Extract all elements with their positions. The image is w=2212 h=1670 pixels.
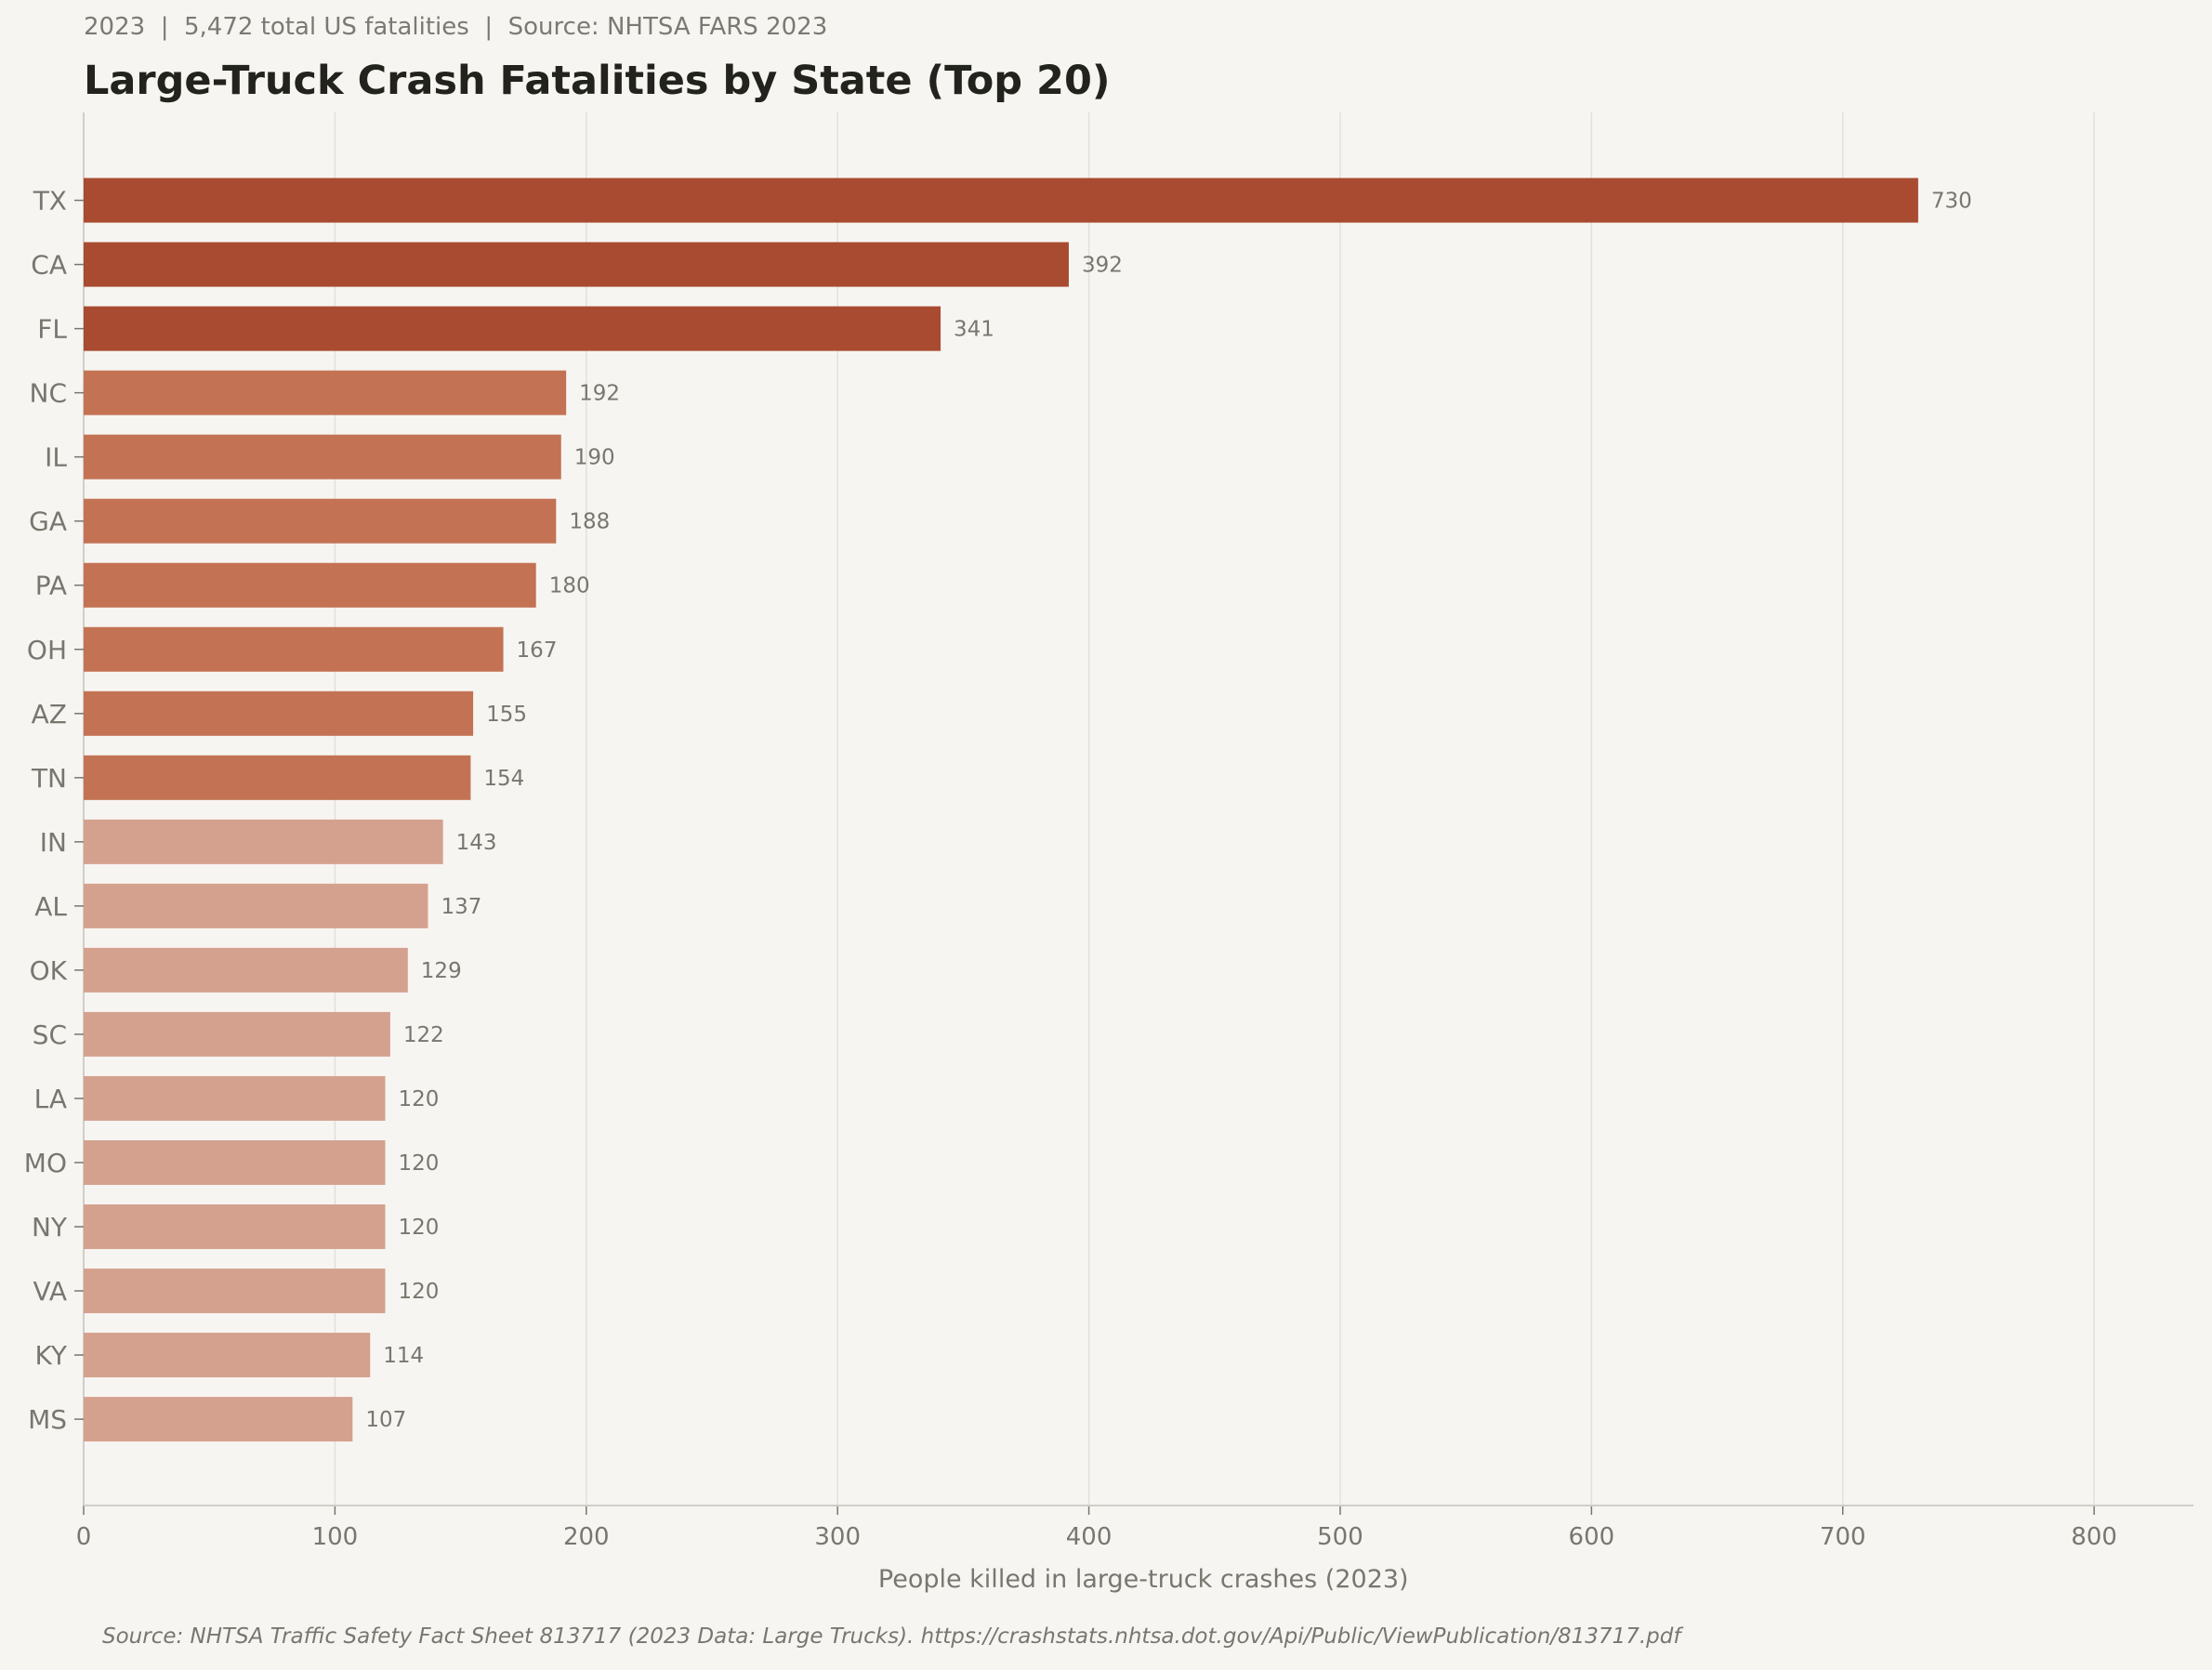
data-label: 120 [398, 1280, 439, 1304]
y-tick-label: CA [31, 250, 67, 281]
x-axis-label: People killed in large-truck crashes (20… [878, 1565, 1409, 1594]
data-label: 192 [579, 382, 620, 406]
data-label: 129 [421, 959, 462, 983]
bar-pa [84, 562, 536, 608]
y-tick-label: OH [27, 635, 67, 665]
x-tick-label: 600 [1569, 1523, 1615, 1551]
y-tick-label: LA [34, 1084, 67, 1114]
data-label: 155 [486, 703, 527, 727]
y-tick-label: FL [37, 314, 67, 345]
x-tick-label: 500 [1317, 1523, 1363, 1551]
y-tick-label: MO [24, 1148, 67, 1178]
source-footnote: Source: NHTSA Traffic Safety Fact Sheet … [102, 1624, 1681, 1649]
bar-ok [84, 947, 408, 993]
y-tick-label: OK [30, 955, 68, 986]
chart-subtitle: 2023 | 5,472 total US fatalities | Sourc… [84, 13, 828, 41]
y-tick-label: VA [33, 1276, 67, 1307]
data-label: 154 [483, 767, 524, 791]
x-tick-label: 0 [76, 1523, 92, 1551]
x-tick-label: 300 [814, 1523, 861, 1551]
bar-ny [84, 1204, 386, 1250]
y-tick-label: AZ [32, 699, 67, 730]
bar-sc [84, 1011, 390, 1057]
x-tick-label: 700 [1820, 1523, 1866, 1551]
data-label: 190 [574, 446, 615, 470]
data-label: 341 [954, 318, 994, 342]
data-label: 188 [569, 510, 610, 534]
bar-tn [84, 755, 471, 800]
y-tick-label: NY [32, 1212, 68, 1243]
bar-in [84, 819, 443, 864]
bar-ca [84, 242, 1069, 287]
bar-fl [84, 306, 941, 351]
bar-oh [84, 626, 504, 672]
data-label: 180 [549, 574, 590, 598]
bar-tx [84, 178, 1918, 223]
y-tick-label: TX [33, 186, 67, 217]
x-tick-label: 100 [312, 1523, 359, 1551]
data-label: 392 [1082, 254, 1123, 278]
y-tick-label: KY [35, 1340, 68, 1371]
data-label: 120 [398, 1087, 439, 1111]
bar-il [84, 434, 561, 480]
data-label: 107 [365, 1408, 406, 1432]
y-tick-label: SC [33, 1019, 67, 1050]
bar-ky [84, 1333, 371, 1378]
y-tick-label: AL [34, 891, 67, 922]
data-label: 167 [517, 638, 558, 663]
bar-la [84, 1075, 386, 1121]
y-tick-label: NC [30, 378, 68, 409]
x-tick-label: 400 [1066, 1523, 1113, 1551]
bar-al [84, 883, 428, 928]
data-label: 120 [398, 1151, 439, 1176]
data-label: 137 [441, 895, 481, 919]
data-label: 114 [383, 1344, 424, 1368]
bar-nc [84, 370, 567, 415]
data-label: 730 [1931, 190, 1972, 214]
data-label: 122 [403, 1023, 444, 1047]
chart-title: Large-Truck Crash Fatalities by State (T… [84, 58, 1111, 104]
data-label: 143 [456, 831, 497, 855]
x-tick-label: 200 [563, 1523, 610, 1551]
y-tick-label: IL [45, 442, 67, 473]
data-label: 120 [398, 1216, 439, 1240]
x-tick-label: 800 [2071, 1523, 2117, 1551]
bar-ms [84, 1397, 353, 1442]
y-tick-label: TN [31, 763, 67, 794]
y-tick-label: PA [35, 571, 67, 601]
y-tick-label: MS [28, 1404, 67, 1435]
bar-az [84, 690, 474, 736]
bar-ga [84, 498, 557, 544]
y-tick-label: GA [29, 506, 67, 537]
y-tick-label: IN [40, 827, 67, 858]
bar-va [84, 1269, 386, 1314]
bar-mo [84, 1139, 386, 1185]
